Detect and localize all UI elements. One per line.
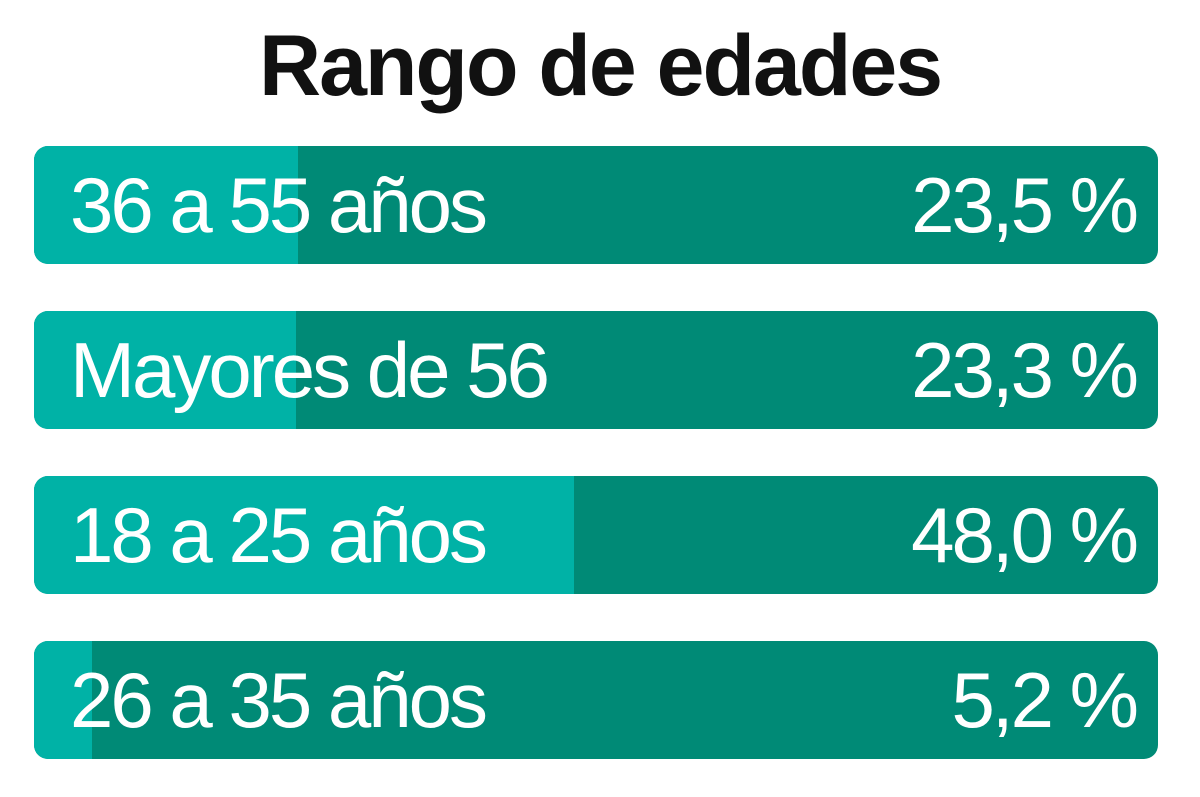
bar-label: 18 a 25 años	[70, 490, 488, 579]
bar-label: 36 a 55 años	[70, 160, 488, 249]
bar-value-label: 23,5 %	[911, 160, 1139, 249]
bar-label: 26 a 35 años	[70, 655, 488, 744]
bar-row: 26 a 35 años 5,2 %	[34, 641, 1158, 759]
bar-row: Mayores de 56 23,3 %	[34, 311, 1158, 429]
bar-value-label: 5,2 %	[951, 655, 1139, 744]
bar-row: 18 a 25 años 48,0 %	[34, 476, 1158, 594]
bar-list: 36 a 55 años 23,5 % Mayores de 56 23,3 %…	[34, 146, 1158, 759]
bar-fill	[34, 146, 299, 264]
bar-fill	[34, 311, 296, 429]
chart-title: Rango de edades	[258, 18, 943, 114]
bar-row: 36 a 55 años 23,5 %	[34, 146, 1158, 264]
bar-fill	[34, 476, 574, 594]
bar-label: Mayores de 56	[70, 325, 550, 414]
bar-value-label: 48,0 %	[911, 490, 1139, 579]
bar-fill	[34, 641, 93, 759]
bar-value-label: 23,3 %	[911, 325, 1139, 414]
